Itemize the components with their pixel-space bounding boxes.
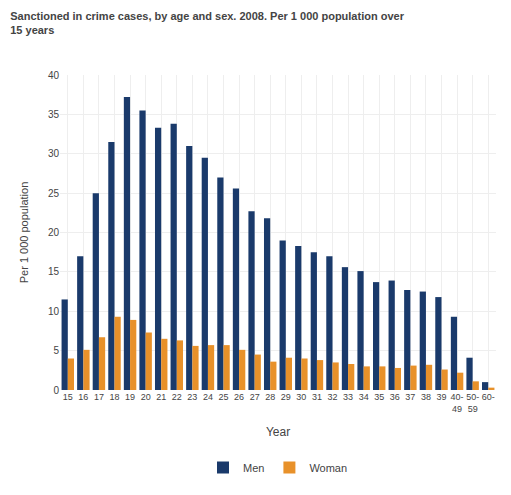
svg-text:17: 17	[94, 392, 104, 402]
svg-text:31: 31	[312, 392, 322, 402]
svg-text:38: 38	[421, 392, 431, 402]
svg-text:50-59: 50-59	[466, 392, 479, 414]
svg-text:25: 25	[218, 392, 228, 402]
svg-text:26: 26	[234, 392, 244, 402]
svg-text:18: 18	[109, 392, 119, 402]
svg-text:25: 25	[48, 188, 60, 199]
svg-text:37: 37	[405, 392, 415, 402]
svg-text:Woman: Woman	[309, 462, 347, 474]
svg-text:22: 22	[172, 392, 182, 402]
svg-text:19: 19	[125, 392, 135, 402]
svg-text:23: 23	[187, 392, 197, 402]
svg-text:30: 30	[296, 392, 306, 402]
svg-text:0: 0	[53, 385, 59, 396]
svg-text:33: 33	[343, 392, 353, 402]
svg-text:35: 35	[48, 109, 60, 120]
svg-text:Sanctioned in crime cases, by: Sanctioned in crime cases, by age and se…	[10, 10, 404, 36]
svg-text:20: 20	[48, 227, 60, 238]
svg-text:24: 24	[203, 392, 213, 402]
svg-text:40: 40	[48, 70, 60, 81]
svg-text:27: 27	[250, 392, 260, 402]
svg-text:40-49: 40-49	[451, 392, 464, 414]
svg-text:39: 39	[436, 392, 446, 402]
svg-text:16: 16	[78, 392, 88, 402]
svg-text:Men: Men	[243, 462, 264, 474]
svg-text:15: 15	[63, 392, 73, 402]
svg-text:60-: 60-	[482, 392, 495, 402]
svg-text:21: 21	[156, 392, 166, 402]
svg-text:36: 36	[390, 392, 400, 402]
svg-text:29: 29	[281, 392, 291, 402]
svg-text:20: 20	[141, 392, 151, 402]
svg-text:35: 35	[374, 392, 384, 402]
svg-text:32: 32	[327, 392, 337, 402]
svg-text:30: 30	[48, 148, 60, 159]
svg-text:15: 15	[48, 266, 60, 277]
svg-text:34: 34	[359, 392, 369, 402]
svg-text:Year: Year	[266, 425, 290, 439]
svg-text:28: 28	[265, 392, 275, 402]
svg-text:5: 5	[53, 345, 59, 356]
svg-text:10: 10	[48, 306, 60, 317]
svg-text:Per 1 000 population: Per 1 000 population	[18, 182, 30, 284]
